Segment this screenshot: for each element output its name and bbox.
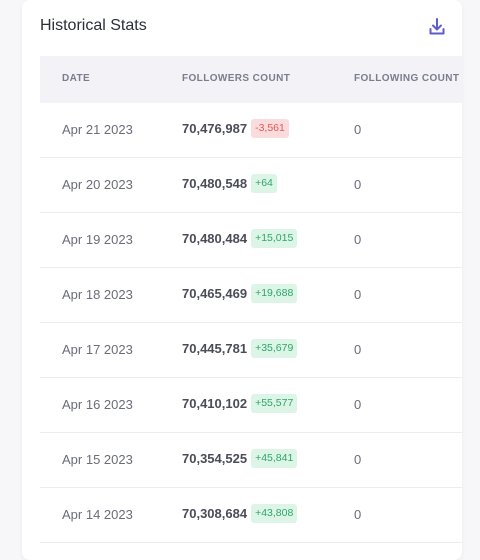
followers-change-badge: +55,577 (251, 394, 298, 413)
download-icon (429, 18, 445, 35)
table-row: Apr 17 2023 70,445,781 +35,679 0 (40, 323, 462, 378)
followers-change-badge: +43,808 (251, 504, 298, 523)
date-cell: Apr 20 2023 (62, 177, 133, 192)
table-row: Apr 19 2023 70,480,484 +15,015 0 (40, 213, 462, 268)
followers-cell: 70,465,469 +19,688 (182, 284, 298, 303)
following-cell: 0 (354, 397, 362, 412)
date-cell: Apr 14 2023 (62, 507, 133, 522)
date-cell: Apr 17 2023 (62, 342, 133, 357)
following-cell: 0 (354, 342, 362, 357)
table-header: DATE FOLLOWERS COUNT FOLLOWING COUNT (40, 56, 462, 103)
followers-count: 70,354,525 (182, 450, 248, 466)
card-title: Historical Stats (40, 17, 147, 34)
followers-count: 70,480,548 (182, 175, 248, 191)
followers-change-badge: +15,015 (251, 229, 298, 248)
table-row: Apr 16 2023 70,410,102 +55,577 0 (40, 378, 462, 433)
followers-change-badge: +19,688 (251, 284, 298, 303)
followers-change-badge: +64 (251, 174, 277, 193)
followers-count: 70,445,781 (182, 340, 248, 356)
followers-count: 70,480,484 (182, 230, 248, 246)
following-cell: 0 (354, 122, 362, 137)
followers-cell: 70,445,781 +35,679 (182, 339, 298, 358)
followers-count: 70,308,684 (182, 505, 248, 521)
historical-stats-card: Historical Stats DATE FOLLOWERS COUNT FO… (22, 0, 462, 560)
date-cell: Apr 19 2023 (62, 232, 133, 247)
date-cell: Apr 15 2023 (62, 452, 133, 467)
table-row: Apr 21 2023 70,476,987 -3,561 0 (40, 103, 462, 158)
column-header-date[interactable]: DATE (62, 73, 91, 84)
column-header-following[interactable]: FOLLOWING COUNT (354, 73, 460, 84)
stats-table[interactable]: DATE FOLLOWERS COUNT FOLLOWING COUNT Apr… (40, 56, 462, 560)
following-cell: 0 (354, 507, 362, 522)
followers-change-badge: +35,679 (251, 339, 298, 358)
date-cell: Apr 16 2023 (62, 397, 133, 412)
following-cell: 0 (354, 287, 362, 302)
followers-cell: 70,476,987 -3,561 (182, 119, 289, 138)
followers-cell: 70,308,684 +43,808 (182, 504, 298, 523)
following-cell: 0 (354, 232, 362, 247)
table-row: Apr 15 2023 70,354,525 +45,841 0 (40, 433, 462, 488)
date-cell: Apr 18 2023 (62, 287, 133, 302)
followers-count: 70,476,987 (182, 120, 248, 136)
followers-cell: 70,480,484 +15,015 (182, 229, 298, 248)
following-cell: 0 (354, 452, 362, 467)
following-cell: 0 (354, 177, 362, 192)
followers-count: 70,410,102 (182, 395, 248, 411)
card-header: Historical Stats (22, 0, 462, 56)
followers-count: 70,465,469 (182, 285, 248, 301)
followers-change-badge: +45,841 (251, 449, 298, 468)
followers-cell: 70,480,548 +64 (182, 174, 277, 193)
followers-change-badge: -3,561 (251, 119, 289, 138)
date-cell: Apr 21 2023 (62, 122, 133, 137)
download-button[interactable] (428, 17, 446, 37)
table-body: Apr 21 2023 70,476,987 -3,561 0 Apr 20 2023 7… (40, 103, 462, 543)
followers-cell: 70,410,102 +55,577 (182, 394, 298, 413)
table-row: Apr 14 2023 70,308,684 +43,808 0 (40, 488, 462, 543)
table-row: Apr 20 2023 70,480,548 +64 0 (40, 158, 462, 213)
followers-cell: 70,354,525 +45,841 (182, 449, 298, 468)
table-row: Apr 18 2023 70,465,469 +19,688 0 (40, 268, 462, 323)
column-header-followers[interactable]: FOLLOWERS COUNT (182, 73, 291, 84)
